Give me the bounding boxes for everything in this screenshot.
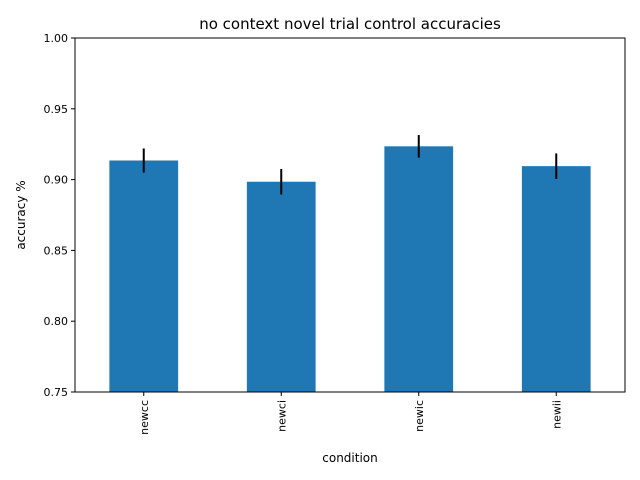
plot-frame — [74, 37, 626, 393]
y-axis-label: accuracy % — [14, 180, 28, 249]
bar-newic — [384, 146, 454, 392]
y-axis-ticks: 0.75 0.80 0.85 0.90 0.95 1.00 — [44, 32, 75, 399]
x-axis-ticks: newcc newci newic newii — [138, 392, 563, 435]
chart-title: no context novel trial control accuracie… — [199, 15, 501, 33]
bar-newcc — [109, 160, 179, 392]
bars-layer — [109, 146, 591, 392]
y-tick-label: 0.75 — [44, 386, 69, 399]
x-tick-label: newic — [413, 400, 426, 432]
x-tick-label: newci — [275, 400, 288, 432]
x-tick-label: newcc — [138, 400, 151, 435]
bar-newci — [246, 181, 316, 392]
x-tick-label: newii — [550, 400, 563, 429]
y-tick-label: 0.90 — [44, 174, 69, 187]
errorbars-layer — [142, 134, 558, 195]
bar-newii — [521, 166, 591, 392]
y-tick-label: 0.80 — [44, 315, 69, 328]
y-tick-label: 1.00 — [44, 32, 69, 45]
x-axis-label: condition — [322, 451, 377, 465]
y-tick-label: 0.95 — [44, 103, 69, 116]
y-tick-label: 0.85 — [44, 244, 69, 257]
